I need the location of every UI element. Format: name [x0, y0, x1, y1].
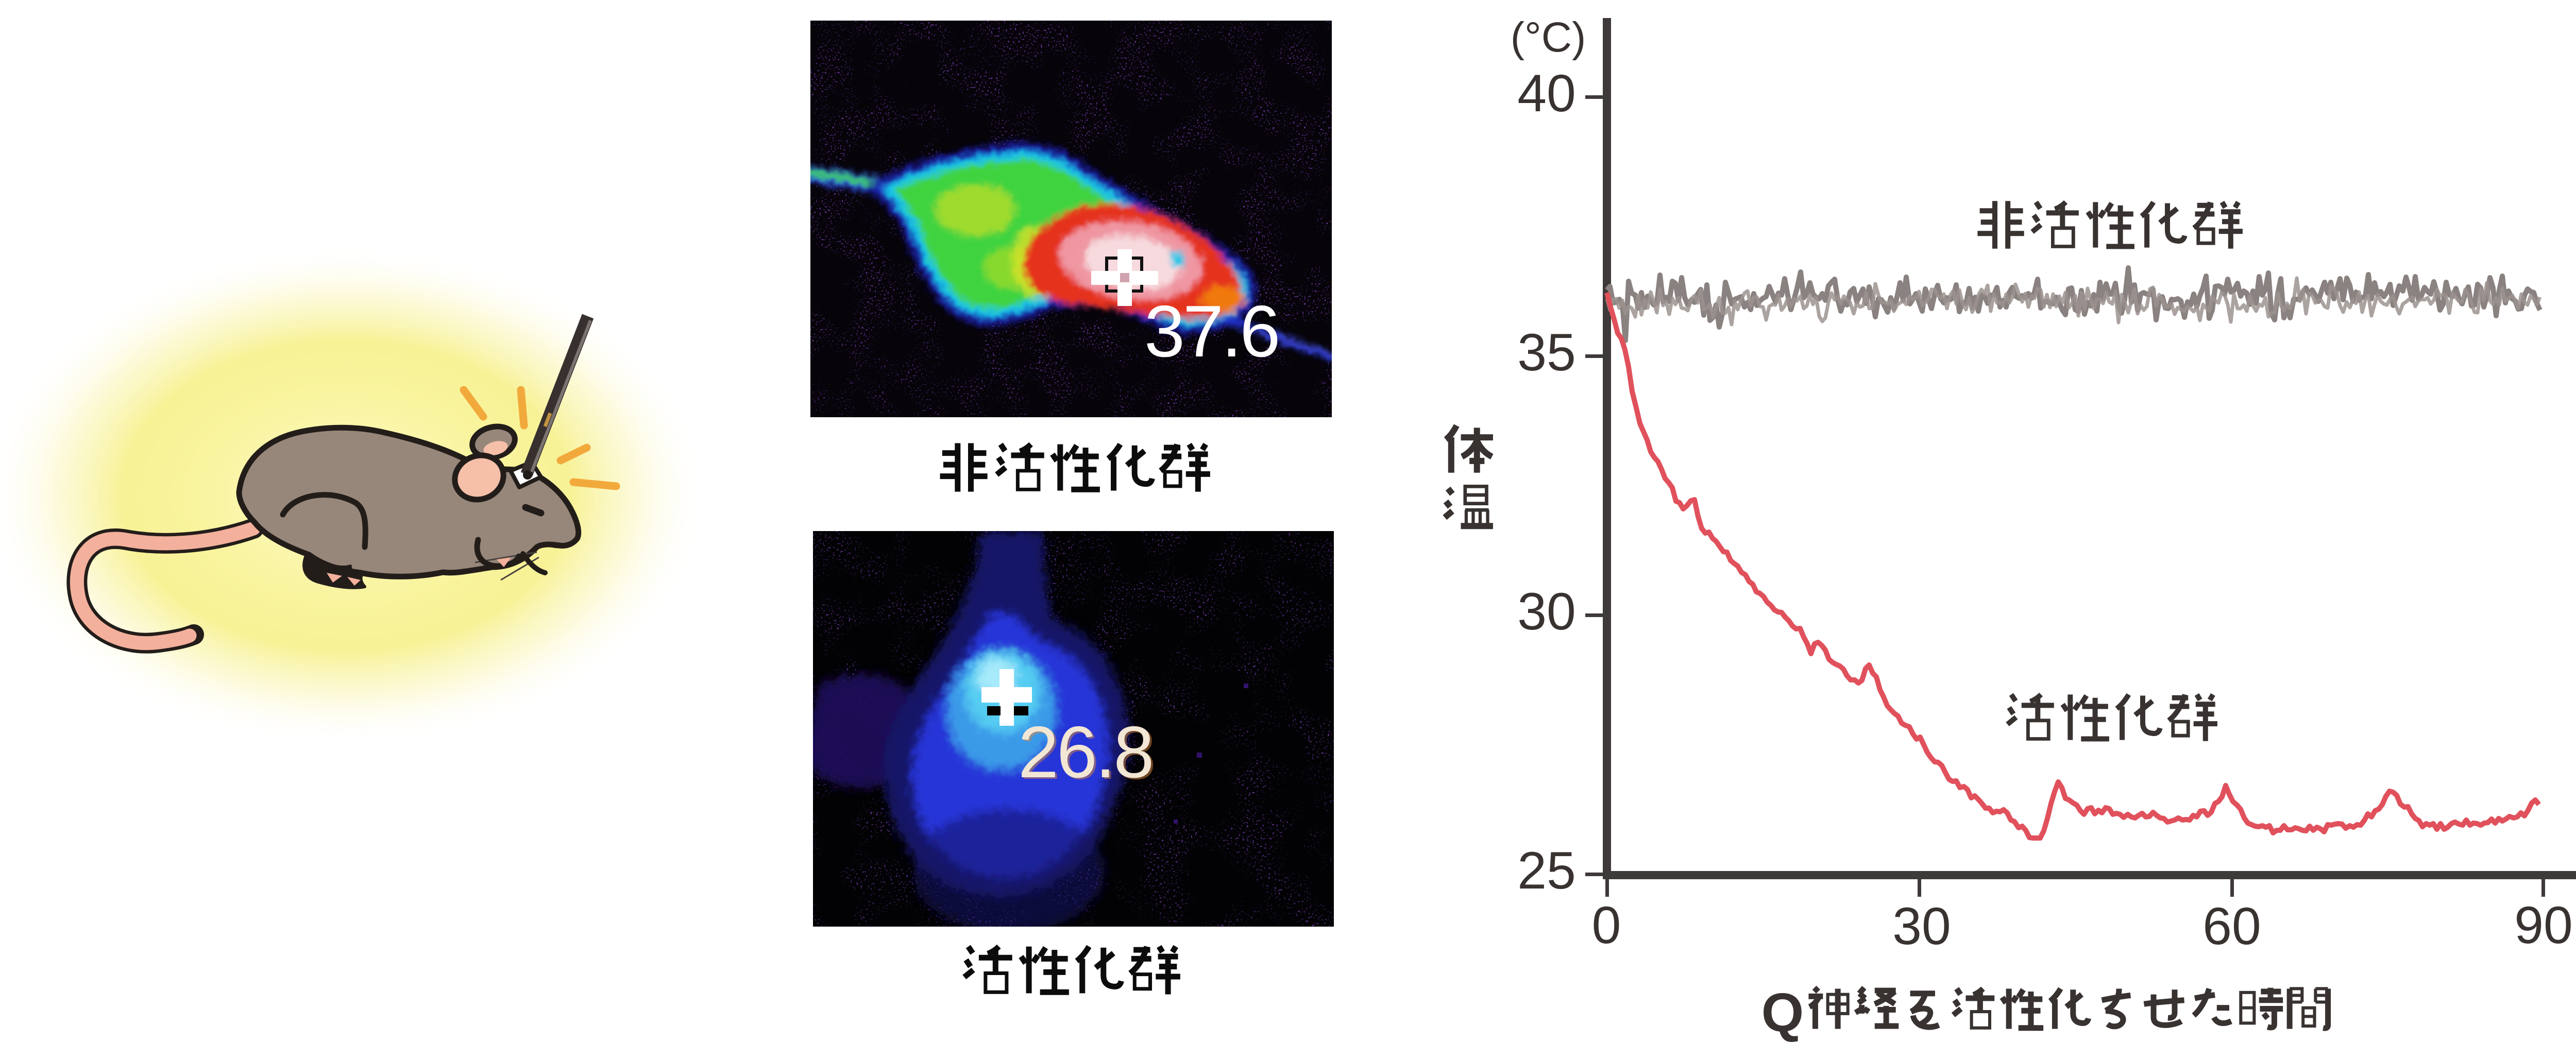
svg-text:26.8: 26.8 [1020, 713, 1154, 795]
svg-text:35: 35 [1517, 323, 1575, 382]
svg-text:0: 0 [1592, 896, 1621, 954]
svg-text:26.8: 26.8 [1018, 711, 1152, 793]
svg-text:(°C): (°C) [1511, 14, 1586, 61]
svg-text:37.6: 37.6 [1144, 291, 1278, 372]
svg-text:30: 30 [1517, 582, 1575, 641]
svg-text:60: 60 [2202, 897, 2261, 955]
svg-text:30: 30 [1892, 897, 1951, 955]
svg-text:40: 40 [1517, 64, 1575, 123]
svg-text:25: 25 [1517, 841, 1575, 900]
svg-text:90: 90 [2514, 896, 2572, 954]
svg-text:Q: Q [1761, 982, 1804, 1043]
